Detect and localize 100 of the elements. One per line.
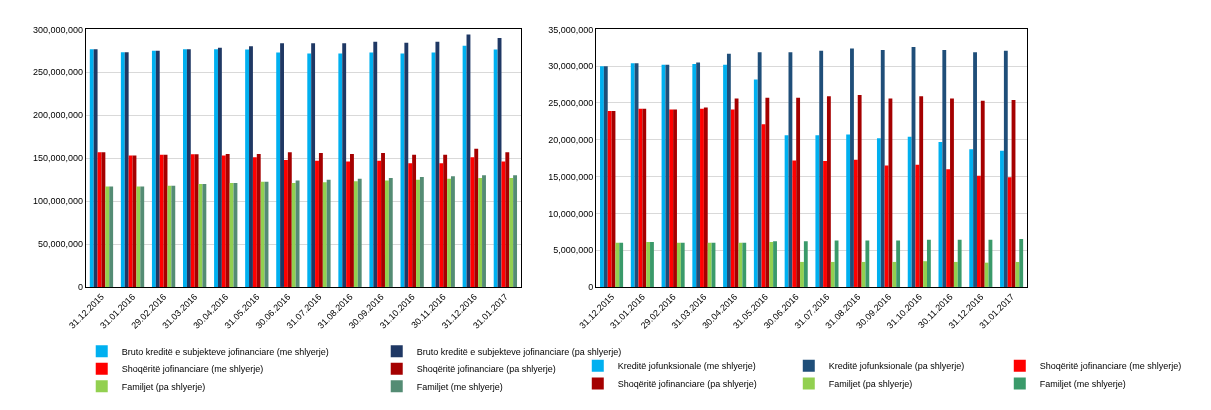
bar — [93, 49, 98, 287]
legend-label: Shoqëritë jofinanciare (pa shlyerje) — [416, 364, 556, 375]
bar — [773, 241, 777, 287]
y-tick-label: 0 — [588, 282, 594, 293]
bar — [650, 242, 654, 287]
legend-label: Shoqëritë jofinanciare (me shlyerje) — [121, 364, 264, 375]
bar — [676, 242, 681, 287]
bar — [478, 177, 483, 287]
bar — [619, 242, 624, 287]
bar — [470, 157, 475, 287]
bar — [260, 181, 265, 287]
bar — [830, 261, 835, 287]
bar — [742, 242, 747, 287]
bar — [101, 152, 106, 287]
bar — [646, 242, 651, 287]
bar — [280, 43, 284, 287]
bar — [876, 138, 881, 287]
bar — [815, 135, 820, 287]
bar — [377, 160, 382, 287]
bar — [151, 50, 156, 287]
bar — [369, 52, 374, 287]
bar — [907, 136, 912, 287]
bar — [765, 97, 770, 287]
bar — [214, 49, 218, 287]
legend-label: Familjet (me shlyerje) — [1039, 378, 1126, 389]
legend-label: Shoqëritë jofinanciare (me shlyerje) — [1039, 361, 1182, 372]
bar — [834, 240, 839, 287]
bar — [190, 154, 195, 287]
bar — [642, 108, 647, 287]
bar — [757, 52, 762, 287]
bar — [350, 153, 354, 287]
bar — [792, 160, 797, 287]
bar — [256, 153, 261, 287]
bar — [217, 47, 222, 287]
bar — [342, 43, 347, 287]
bar — [509, 177, 514, 287]
bar — [846, 134, 851, 287]
bar — [416, 179, 420, 287]
bar — [493, 49, 498, 287]
bar — [373, 41, 378, 287]
bar — [404, 42, 409, 287]
bar — [923, 261, 927, 287]
bar — [796, 97, 801, 287]
legend-label: Familjet (pa shlyerje) — [828, 378, 913, 389]
y-tick-label: 150,000,000 — [33, 153, 84, 164]
bar — [346, 161, 351, 287]
bar — [696, 62, 701, 287]
bar — [140, 186, 145, 287]
bar — [353, 181, 358, 287]
bar — [823, 161, 827, 287]
bar — [249, 46, 253, 287]
bar — [295, 180, 300, 287]
bar — [969, 149, 974, 287]
bar — [159, 154, 164, 287]
bar — [603, 66, 608, 287]
bar — [784, 135, 789, 287]
bar — [884, 165, 889, 287]
bar — [439, 163, 444, 287]
bar — [338, 53, 343, 287]
bar — [501, 161, 506, 287]
bar — [443, 154, 448, 287]
y-tick-label: 50,000,000 — [38, 239, 84, 250]
bar — [109, 186, 114, 287]
bar — [400, 53, 405, 287]
bar — [803, 241, 808, 287]
bar — [412, 154, 417, 287]
bar — [726, 53, 731, 287]
bar — [315, 160, 319, 287]
legend-label: Kreditë jofunksionale (me shlyerje) — [617, 361, 756, 372]
bar — [730, 109, 735, 287]
bar — [826, 96, 831, 287]
bar — [124, 52, 129, 287]
y-tick-label: 200,000,000 — [33, 110, 84, 121]
bar — [896, 240, 901, 287]
bar — [865, 240, 870, 287]
bar — [318, 153, 323, 287]
bar — [769, 242, 774, 287]
bar — [450, 176, 455, 287]
bar — [276, 52, 281, 287]
y-tick-label: 0 — [78, 282, 84, 293]
bar — [381, 153, 385, 287]
bar — [136, 186, 141, 287]
bar — [800, 261, 804, 287]
bar — [482, 175, 486, 287]
bar — [221, 155, 226, 287]
y-tick-label: 20,000,000 — [548, 134, 594, 145]
bar — [673, 109, 677, 287]
bar — [291, 183, 296, 287]
bar — [665, 64, 670, 287]
bar — [857, 94, 862, 287]
bar — [384, 180, 389, 287]
bar — [692, 63, 697, 287]
bar — [630, 63, 635, 287]
bar — [505, 152, 510, 287]
legend-label: Shoqëritë jofinanciare (pa shlyerje) — [617, 378, 757, 389]
legend-label: Bruto kreditë e subjekteve jofinanciare (me shlyerje) — [121, 346, 329, 357]
bar — [245, 49, 250, 287]
legend-label: Kreditë jofunksionale (pa shlyerje) — [828, 361, 965, 372]
y-tick-label: 300,000,000 — [33, 24, 84, 35]
bar — [1019, 239, 1024, 287]
